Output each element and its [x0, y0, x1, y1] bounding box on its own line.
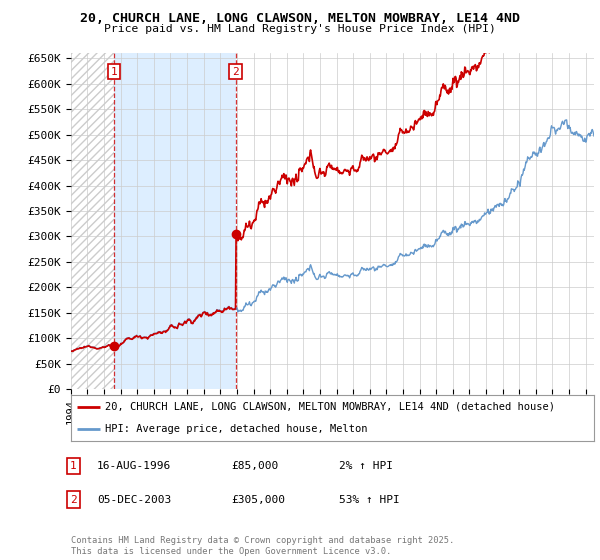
Text: 20, CHURCH LANE, LONG CLAWSON, MELTON MOWBRAY, LE14 4ND: 20, CHURCH LANE, LONG CLAWSON, MELTON MO… — [80, 12, 520, 25]
Text: HPI: Average price, detached house, Melton: HPI: Average price, detached house, Melt… — [105, 424, 367, 434]
Bar — [71, 53, 114, 389]
Text: 05-DEC-2003: 05-DEC-2003 — [97, 494, 172, 505]
Text: 2: 2 — [70, 494, 77, 505]
Text: 2: 2 — [232, 67, 239, 77]
Text: 1: 1 — [70, 461, 77, 471]
Text: Contains HM Land Registry data © Crown copyright and database right 2025.
This d: Contains HM Land Registry data © Crown c… — [71, 536, 454, 556]
Text: 20, CHURCH LANE, LONG CLAWSON, MELTON MOWBRAY, LE14 4ND (detached house): 20, CHURCH LANE, LONG CLAWSON, MELTON MO… — [105, 402, 555, 412]
Text: 53% ↑ HPI: 53% ↑ HPI — [339, 494, 400, 505]
Text: £305,000: £305,000 — [231, 494, 285, 505]
Bar — [114, 53, 236, 389]
Text: 16-AUG-1996: 16-AUG-1996 — [97, 461, 172, 471]
Text: 1: 1 — [110, 67, 118, 77]
Text: Price paid vs. HM Land Registry's House Price Index (HPI): Price paid vs. HM Land Registry's House … — [104, 24, 496, 34]
Text: £85,000: £85,000 — [231, 461, 278, 471]
Text: 2% ↑ HPI: 2% ↑ HPI — [339, 461, 393, 471]
